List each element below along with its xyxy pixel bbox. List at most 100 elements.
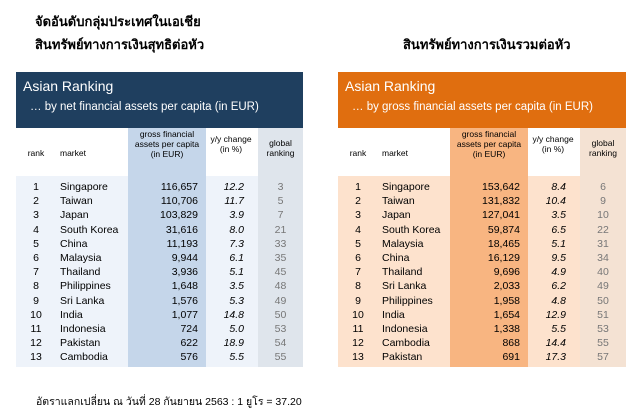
- change-cell: 6.2: [551, 280, 566, 293]
- value-cell: 31,616: [165, 223, 198, 236]
- global-cell: 21: [274, 223, 287, 236]
- market-cell: Taiwan: [60, 195, 93, 208]
- global-cell: 48: [274, 280, 287, 293]
- value-cell: 622: [180, 337, 198, 350]
- value-cell: 576: [180, 351, 198, 364]
- market-cell: Malaysia: [60, 252, 102, 264]
- global-cell: 10: [597, 209, 609, 222]
- change-cell: 5.1: [551, 237, 566, 250]
- market-cell: Sri Lanka: [382, 280, 427, 293]
- rank-cell: 1: [33, 181, 39, 193]
- change-cell: 5.1: [229, 266, 244, 279]
- value-cell: 1,576: [171, 294, 198, 307]
- change-header: y/y change (in %): [532, 134, 574, 154]
- rank-cell: 13: [30, 351, 42, 364]
- value-cell: 1,338: [493, 323, 520, 335]
- value-column: [128, 128, 206, 367]
- rank-cell: 1: [355, 181, 361, 193]
- value-cell: 9,696: [493, 266, 520, 279]
- global-cell: 54: [274, 337, 287, 350]
- market-header: market: [60, 148, 86, 158]
- market-cell: Thailand: [60, 266, 101, 279]
- rank-cell: 3: [33, 209, 39, 222]
- change-cell: 8.0: [229, 223, 244, 236]
- change-cell: 10.4: [545, 195, 566, 208]
- rank-cell: 9: [33, 294, 39, 307]
- change-cell: 5.5: [551, 323, 566, 335]
- rank-cell: 6: [33, 252, 39, 264]
- market-cell: Japan: [382, 209, 411, 222]
- rank-cell: 10: [352, 308, 364, 321]
- value-cell: 153,642: [482, 181, 520, 193]
- value-cell: 1,077: [171, 308, 198, 321]
- table-title: Asian Ranking: [345, 78, 436, 94]
- change-cell: 8.4: [551, 181, 566, 193]
- change-cell: 7.3: [229, 237, 244, 250]
- value-column: [450, 128, 528, 367]
- change-cell: 6.5: [551, 223, 566, 236]
- market-cell: Pakistan: [382, 351, 423, 364]
- value-cell: 131,832: [482, 195, 520, 208]
- global-cell: 49: [597, 280, 609, 293]
- value-cell: 59,874: [487, 223, 520, 236]
- rank-cell: 8: [355, 280, 361, 293]
- market-cell: Malaysia: [382, 237, 424, 250]
- value-cell: 1,648: [171, 280, 198, 293]
- change-cell: 18.9: [223, 337, 244, 350]
- rank-cell: 6: [355, 252, 361, 264]
- value-cell: 16,129: [487, 252, 520, 264]
- market-cell: India: [60, 308, 83, 321]
- right-title: สินทรัพย์ทางการเงินรวมต่อหัว: [403, 37, 571, 52]
- global-cell: 53: [597, 323, 609, 335]
- rank-cell: 11: [352, 323, 364, 335]
- market-cell: Japan: [60, 209, 89, 222]
- rank-header: rank: [27, 148, 45, 158]
- market-cell: Pakistan: [60, 337, 101, 350]
- market-cell: Indonesia: [60, 323, 106, 335]
- global-cell: 33: [274, 237, 287, 250]
- left-title-line1: จัดอันดับกลุ่มประเทศในเอเชีย: [35, 14, 201, 29]
- change-cell: 6.1: [229, 252, 244, 264]
- rank-cell: 9: [355, 294, 361, 307]
- gross-assets-table: Asian Ranking … by gross financial assets…: [338, 72, 626, 377]
- value-header: gross financial assets per capita (in EU…: [456, 129, 522, 159]
- rank-header: rank: [349, 148, 367, 158]
- change-cell: 3.5: [229, 280, 244, 293]
- value-cell: 103,829: [160, 209, 198, 222]
- change-header: y/y change (in %): [210, 134, 252, 154]
- value-cell: 3,936: [171, 266, 198, 279]
- change-cell: 3.9: [229, 209, 244, 222]
- net-assets-table: Asian Ranking … by net financial assets p…: [16, 72, 303, 377]
- change-cell: 12.2: [223, 181, 244, 193]
- value-cell: 116,657: [160, 181, 198, 193]
- value-cell: 1,958: [493, 294, 520, 307]
- rank-cell: 5: [33, 237, 39, 250]
- change-cell: 17.3: [545, 351, 566, 364]
- change-cell: 5.3: [229, 294, 244, 307]
- value-cell: 691: [502, 351, 520, 364]
- rank-cell: 4: [355, 223, 361, 236]
- left-title-line2: สินทรัพย์ทางการเงินสุทธิต่อหัว: [35, 37, 205, 52]
- market-cell: Singapore: [382, 181, 430, 193]
- rank-cell: 12: [352, 337, 364, 350]
- market-cell: Taiwan: [382, 195, 415, 208]
- global-cell: 34: [597, 252, 609, 264]
- market-cell: Cambodia: [60, 351, 108, 364]
- table-header-band: Asian Ranking … by net financial assets p…: [16, 72, 303, 128]
- change-cell: 5.5: [229, 351, 244, 364]
- global-cell: 7: [277, 209, 284, 222]
- exchange-rate-note: อัตราแลกเปลี่ยน ณ วันที่ 28 กันยายน 2563…: [36, 396, 302, 408]
- rank-cell: 10: [30, 308, 42, 321]
- value-cell: 18,465: [487, 237, 520, 250]
- rank-cell: 2: [33, 195, 39, 208]
- market-cell: India: [382, 308, 405, 321]
- market-cell: Philippines: [382, 294, 433, 307]
- global-cell: 57: [597, 351, 609, 364]
- value-cell: 127,041: [482, 209, 520, 222]
- value-cell: 868: [502, 337, 520, 350]
- value-cell: 9,944: [171, 252, 198, 264]
- rank-cell: 7: [33, 266, 39, 279]
- change-cell: 5.0: [229, 323, 244, 335]
- global-cell: 3: [277, 181, 284, 193]
- rank-cell: 3: [355, 209, 361, 222]
